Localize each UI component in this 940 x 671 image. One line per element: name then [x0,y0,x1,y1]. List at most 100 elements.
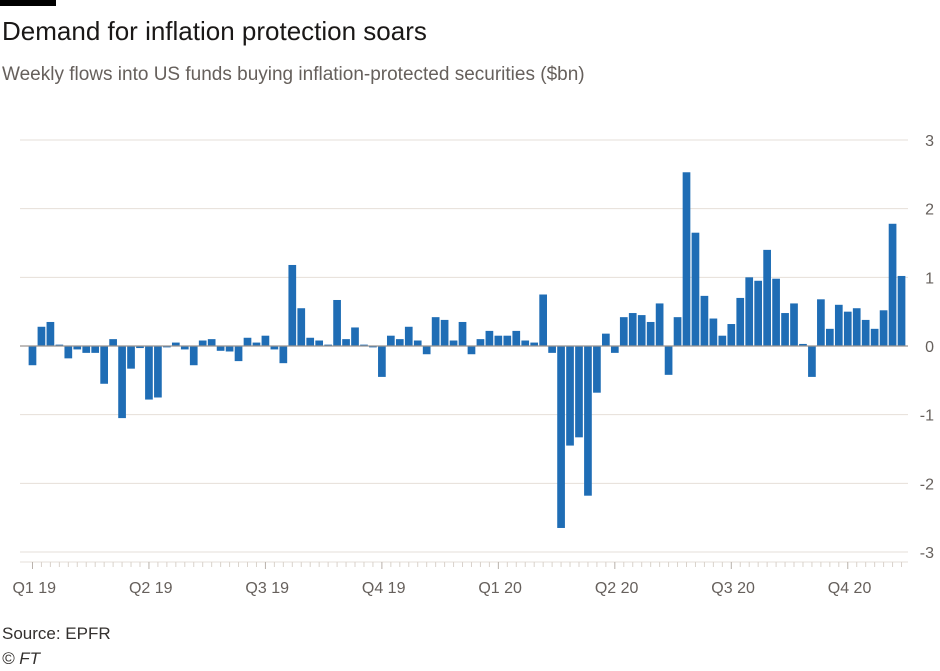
y-tick-label: 1 [925,270,934,287]
bar [369,346,377,348]
bar [485,330,494,346]
bar [566,346,574,446]
bar [171,342,180,346]
y-axis-labels: 3 2 1 0 -1 -2 -3 [920,133,934,562]
x-quarter-label: Q1 19 [12,580,56,597]
bar [825,328,834,346]
bar [28,346,37,366]
x-quarter-label: Q1 20 [478,580,522,597]
bar [136,346,144,349]
bar [602,333,610,346]
bar [700,295,709,346]
bar [395,339,404,346]
bar [628,313,637,346]
bar [207,339,216,346]
bar [351,327,359,346]
x-quarter-label: Q4 20 [828,580,872,597]
x-quarter-label: Q4 19 [362,580,406,597]
bar [763,249,771,346]
source-note: Source: EPFR [2,624,111,643]
bar [216,346,225,351]
bar [879,310,888,346]
x-quarter-label: Q3 20 [711,580,755,597]
bar [189,346,198,366]
bar [73,346,82,350]
bar [530,342,539,346]
bar [888,223,897,346]
y-tick-label: -1 [920,408,934,425]
bar [431,317,440,346]
bar [521,340,530,346]
bar [664,346,673,375]
bar [575,346,583,438]
bar [548,346,556,353]
bar [584,346,592,496]
bar [870,328,879,346]
chart-title: Demand for inflation protection soars [2,16,427,46]
bar [413,340,422,346]
bar [64,346,73,359]
bar [610,346,619,353]
bar [46,321,55,346]
bar [279,346,288,364]
bar [91,346,100,353]
bar [843,311,852,346]
bar [682,172,691,346]
bar [736,297,745,346]
bar [745,277,754,346]
chart-subtitle: Weekly flows into US funds buying inflat… [2,64,585,85]
bar [360,344,368,346]
bar [754,280,763,346]
x-quarter-label: Q3 19 [245,580,289,597]
bar [852,308,861,346]
bar [404,326,413,346]
bar [297,308,306,346]
bar [673,317,682,346]
bar [503,335,512,346]
bar [790,303,798,346]
bar-chart: 3 2 1 0 -1 -2 -3 Q1 19 Q2 19 Q3 19 Q4 19 Q1 20 Q2 2… [12,133,934,597]
x-quarter-label: Q2 19 [129,580,173,597]
bar [100,346,108,384]
bar [127,346,135,369]
bar [198,340,207,346]
bar [593,346,601,393]
bar [727,324,736,346]
bar [691,232,700,346]
bar [261,335,270,346]
bars [28,172,906,528]
bar [619,317,628,346]
bar [655,303,664,346]
bar [252,342,261,346]
bar [333,299,341,346]
bar [512,330,521,346]
y-tick-label: 2 [925,202,934,219]
bar [234,346,243,362]
bar [557,346,565,528]
bar [55,344,64,346]
bar [467,346,476,355]
bar [897,275,906,346]
x-axis: Q1 19 Q2 19 Q3 19 Q4 19 Q1 20 Q2 20 Q3 20 Q4 20 [12,561,908,597]
bar [458,321,467,346]
copyright-note: © FT [2,649,41,668]
bar [270,346,279,350]
bar [225,346,234,352]
y-tick-label: -2 [920,476,934,493]
y-tick-label: 3 [925,133,934,150]
bar [342,339,350,346]
bar [386,335,395,346]
bar [324,344,332,346]
y-tick-label: 0 [925,339,934,356]
bar [476,339,485,346]
bar [449,340,458,346]
bar [799,343,807,346]
bar [539,294,547,346]
bar [315,340,324,346]
bar [808,346,816,377]
bar [163,346,171,348]
bar [637,315,646,346]
bar [180,346,189,350]
bar [709,318,718,346]
bar [817,299,825,346]
